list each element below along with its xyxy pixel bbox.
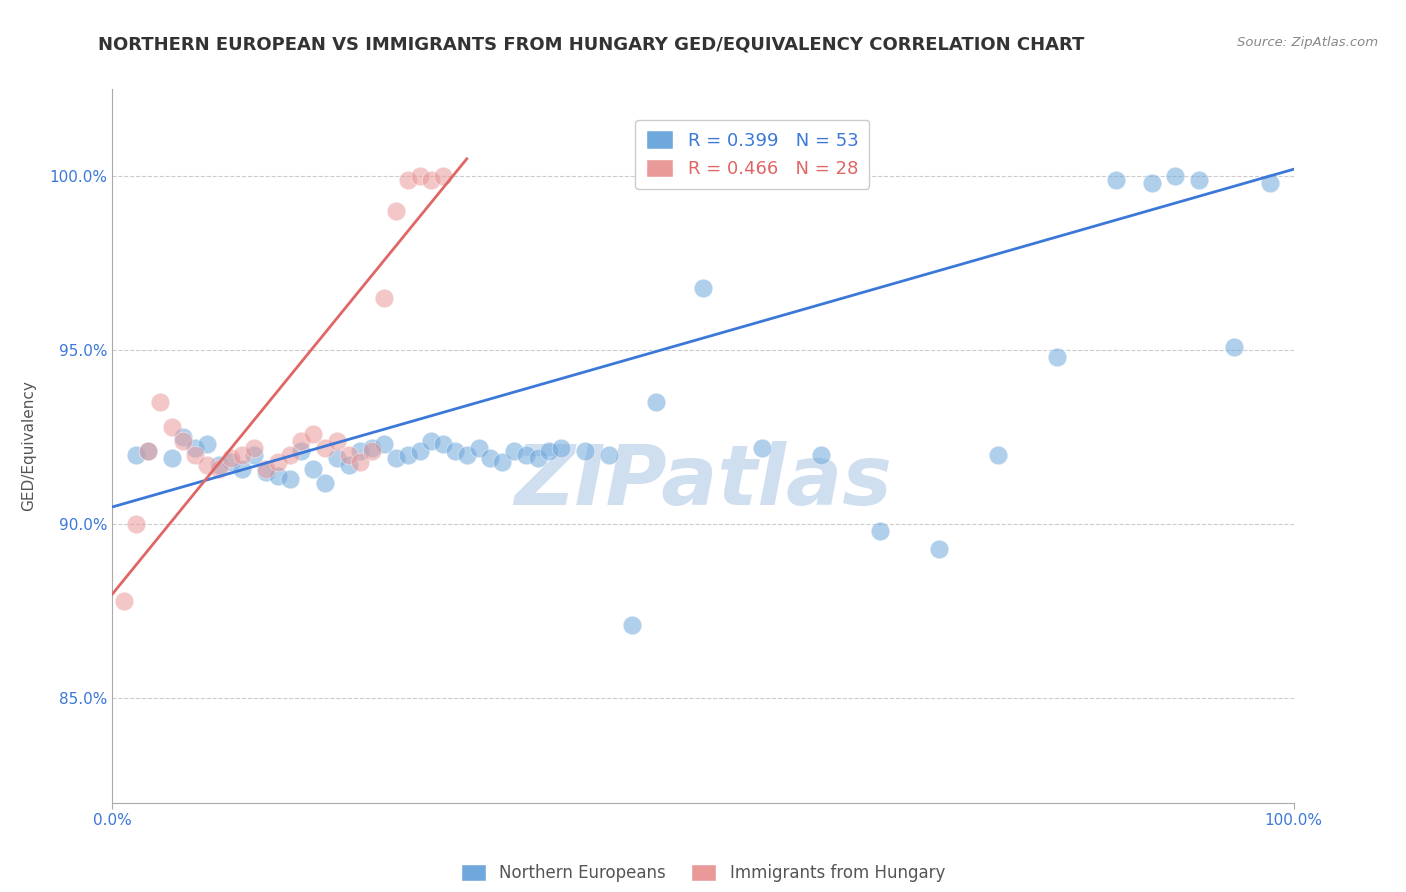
Text: Source: ZipAtlas.com: Source: ZipAtlas.com [1237, 36, 1378, 49]
Point [987, 448, 1010, 462]
Point [420, 172, 443, 186]
Point [184, 441, 207, 455]
Text: ZIPatlas: ZIPatlas [515, 442, 891, 522]
Point [1140, 176, 1163, 190]
Point [692, 280, 714, 294]
Point [195, 458, 218, 472]
Point [326, 434, 349, 448]
Point [491, 455, 513, 469]
Point [302, 461, 325, 475]
Point [337, 448, 360, 462]
Point [136, 444, 159, 458]
Point [125, 448, 148, 462]
Point [160, 451, 183, 466]
Point [373, 291, 395, 305]
Point [231, 448, 253, 462]
Point [432, 169, 454, 184]
Point [361, 441, 384, 455]
Point [1258, 176, 1281, 190]
Point [1188, 172, 1211, 186]
Point [408, 169, 430, 184]
Point [267, 468, 290, 483]
Text: NORTHERN EUROPEAN VS IMMIGRANTS FROM HUNGARY GED/EQUIVALENCY CORRELATION CHART: NORTHERN EUROPEAN VS IMMIGRANTS FROM HUN… [98, 36, 1085, 54]
Point [444, 444, 467, 458]
Point [172, 430, 194, 444]
Point [125, 517, 148, 532]
Point [349, 455, 371, 469]
Point [526, 451, 548, 466]
Point [361, 444, 384, 458]
Point [1223, 340, 1246, 354]
Point [810, 448, 832, 462]
Point [208, 458, 231, 472]
Point [1164, 169, 1187, 184]
Point [644, 395, 666, 409]
Point [278, 448, 301, 462]
Point [1046, 350, 1069, 364]
Point [598, 448, 620, 462]
Point [432, 437, 454, 451]
Point [621, 618, 644, 632]
Point [290, 434, 312, 448]
Point [928, 541, 950, 556]
Y-axis label: GED/Equivalency: GED/Equivalency [21, 381, 35, 511]
Legend: Northern Europeans, Immigrants from Hungary: Northern Europeans, Immigrants from Hung… [451, 854, 955, 892]
Point [326, 451, 349, 466]
Point [385, 451, 408, 466]
Point [172, 434, 194, 448]
Point [467, 441, 489, 455]
Point [278, 472, 301, 486]
Point [195, 437, 218, 451]
Point [267, 455, 290, 469]
Point [254, 461, 277, 475]
Point [420, 434, 443, 448]
Point [314, 441, 336, 455]
Point [314, 475, 336, 490]
Point [396, 448, 419, 462]
Point [302, 426, 325, 441]
Point [243, 448, 266, 462]
Point [160, 420, 183, 434]
Point [515, 448, 537, 462]
Point [184, 448, 207, 462]
Point [219, 451, 242, 466]
Point [385, 204, 408, 219]
Point [479, 451, 502, 466]
Point [373, 437, 395, 451]
Point [538, 444, 561, 458]
Point [208, 461, 231, 475]
Point [408, 444, 430, 458]
Point [751, 441, 773, 455]
Point [456, 448, 478, 462]
Point [550, 441, 572, 455]
Point [231, 461, 253, 475]
Point [349, 444, 371, 458]
Point [574, 444, 596, 458]
Point [396, 172, 419, 186]
Point [290, 444, 312, 458]
Point [112, 594, 135, 608]
Point [219, 455, 242, 469]
Point [136, 444, 159, 458]
Point [869, 524, 891, 539]
Point [254, 465, 277, 479]
Point [337, 458, 360, 472]
Point [503, 444, 526, 458]
Point [149, 395, 172, 409]
Point [1105, 172, 1128, 186]
Point [243, 441, 266, 455]
